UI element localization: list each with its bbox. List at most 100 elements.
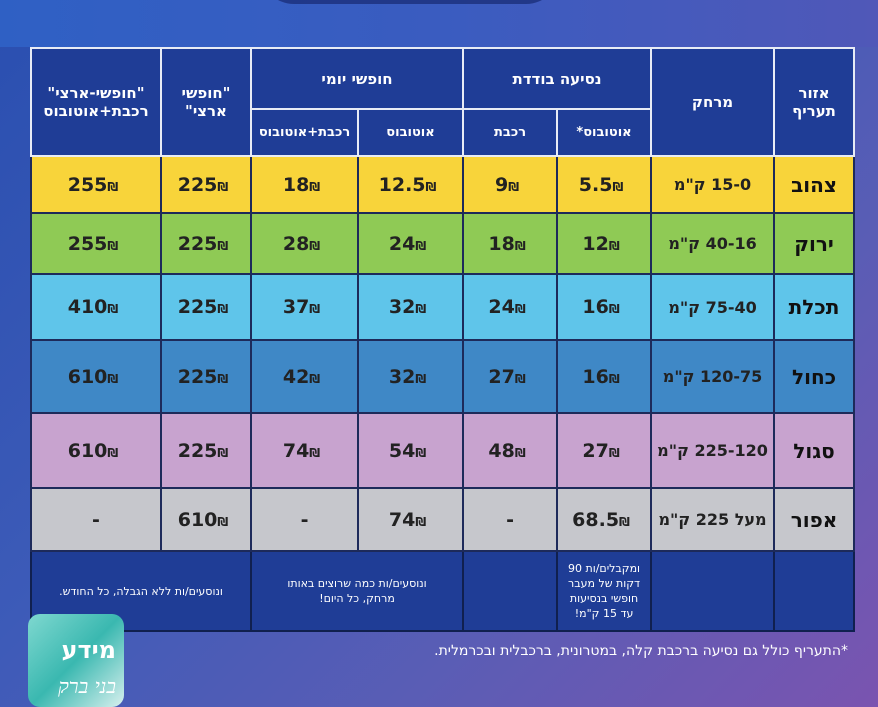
logo-line1: מידע <box>61 636 116 664</box>
price-value: 18 <box>282 173 310 196</box>
price-value: 42 <box>282 365 310 388</box>
distance: 120-75 ק"מ <box>650 339 776 414</box>
shekel-icon: ₪ <box>217 302 229 316</box>
shekel-icon: ₪ <box>217 514 229 529</box>
price-value: 9 <box>494 173 509 196</box>
price-value: 48 <box>488 439 515 462</box>
fare-row: צהוב 15-0 ק"מ 5.5₪ 9₪ 12.5₪ 18₪ 225₪ 255₪ <box>30 155 856 214</box>
price-cell: 16₪ <box>556 273 653 341</box>
shekel-icon: ₪ <box>608 445 620 460</box>
footer-single-note: ומקבלים/ות 90 דקות של מעבר חופשי בנסיעות… <box>556 550 653 632</box>
price-cell: 24₪ <box>357 212 465 275</box>
zone-name: ירוק <box>773 212 856 275</box>
logo: מידע בני ברק <box>28 614 124 707</box>
price-cell: 18₪ <box>462 212 559 275</box>
shekel-icon: ₪ <box>309 371 321 386</box>
price-cell: 24₪ <box>462 273 559 341</box>
shekel-icon: ₪ <box>107 238 119 253</box>
price-value: 74 <box>388 508 416 531</box>
footer-empty <box>650 550 776 632</box>
distance: 40-16 ק"מ <box>650 212 776 275</box>
fare-row: סגול 225-120 ק"מ 27₪ 48₪ 54₪ 74₪ 225₪ 610₪ <box>30 412 856 489</box>
top-band <box>0 0 878 47</box>
price-cell: 48₪ <box>462 412 559 489</box>
shekel-icon: ₪ <box>107 445 119 460</box>
header-single-train: רכבת <box>462 108 559 157</box>
distance: 75-40 ק"מ <box>650 273 776 341</box>
price-cell: 32₪ <box>357 273 465 341</box>
price-cell: 18₪ <box>249 155 360 214</box>
price-value: - <box>506 508 514 531</box>
shekel-icon: ₪ <box>415 371 427 386</box>
zone-name: אפור <box>773 487 856 552</box>
logo-line2: בני ברק <box>58 674 116 698</box>
shekel-icon: ₪ <box>415 238 427 253</box>
shekel-icon: ₪ <box>309 445 321 460</box>
shekel-icon: ₪ <box>107 179 119 194</box>
price-cell: 255₪ <box>30 212 162 275</box>
shekel-icon: ₪ <box>415 302 427 316</box>
shekel-icon: ₪ <box>415 445 427 460</box>
shekel-icon: ₪ <box>107 302 119 316</box>
shekel-icon: ₪ <box>514 445 526 460</box>
price-cell: 610₪ <box>160 487 252 552</box>
shekel-icon: ₪ <box>608 371 620 386</box>
footer-empty <box>462 550 559 632</box>
price-value: 27 <box>488 365 515 388</box>
header-zone: אזור תעריף <box>773 47 856 157</box>
shekel-icon: ₪ <box>514 238 526 253</box>
price-cell: 28₪ <box>249 212 360 275</box>
distance: מעל 225 ק"מ <box>650 487 776 552</box>
price-value: - <box>92 508 100 531</box>
price-value: 24 <box>488 296 515 318</box>
price-value: 610 <box>177 508 218 531</box>
shekel-icon: ₪ <box>107 371 119 386</box>
price-value: 410 <box>67 296 108 318</box>
price-cell: 225₪ <box>160 212 252 275</box>
price-cell: 5.5₪ <box>556 155 653 214</box>
shekel-icon: ₪ <box>608 302 620 316</box>
price-cell: 225₪ <box>160 273 252 341</box>
price-value: 24 <box>388 232 416 255</box>
price-value: 12.5 <box>378 173 426 196</box>
price-value: 27 <box>582 439 609 462</box>
price-value: 12 <box>582 232 609 255</box>
zone-name: תכלת <box>773 273 856 341</box>
price-cell: 16₪ <box>556 339 653 414</box>
price-value: 255 <box>67 173 108 196</box>
footnote: *התעריף כולל גם נסיעה ברכבת קלה, במטרוני… <box>434 643 848 659</box>
header-daily-bus: אוטובוס <box>357 108 465 157</box>
price-cell: - <box>462 487 559 552</box>
price-cell: 74₪ <box>249 412 360 489</box>
price-value: 28 <box>282 232 310 255</box>
shekel-icon: ₪ <box>612 179 624 194</box>
fare-table: אזור תעריף מרחק נסיעה בודדת חופשי יומי "… <box>30 47 856 632</box>
price-cell: 32₪ <box>357 339 465 414</box>
price-cell: 68.5₪ <box>556 487 653 552</box>
price-value: 54 <box>388 439 416 462</box>
price-cell: - <box>249 487 360 552</box>
price-cell: 74₪ <box>357 487 465 552</box>
shekel-icon: ₪ <box>425 179 437 194</box>
shekel-icon: ₪ <box>217 371 229 386</box>
price-value: 225 <box>177 439 218 462</box>
fare-row: ירוק 40-16 ק"מ 12₪ 18₪ 24₪ 28₪ 225₪ 255₪ <box>30 212 856 275</box>
price-value: 18 <box>488 232 515 255</box>
price-value: - <box>300 508 309 531</box>
price-cell: 610₪ <box>30 339 162 414</box>
footer-daily-note: ונוסעים/ות כמה שרוצים באותו מרחק, כל היו… <box>249 550 465 632</box>
price-cell: 225₪ <box>160 339 252 414</box>
zone-name: סגול <box>773 412 856 489</box>
shekel-icon: ₪ <box>508 179 520 194</box>
shekel-icon: ₪ <box>309 302 321 316</box>
fare-row: כחול 120-75 ק"מ 16₪ 27₪ 32₪ 42₪ 225₪ 610₪ <box>30 339 856 414</box>
header-daily-train-bus: רכבת+אוטובוס <box>249 108 360 157</box>
price-value: 32 <box>388 296 416 318</box>
shekel-icon: ₪ <box>514 371 526 386</box>
header-national: "חופשי ארצי" <box>160 47 252 157</box>
price-cell: 225₪ <box>160 412 252 489</box>
price-value: 74 <box>282 439 310 462</box>
footer-empty <box>773 550 856 632</box>
price-cell: 12.5₪ <box>357 155 465 214</box>
price-cell: 225₪ <box>160 155 252 214</box>
